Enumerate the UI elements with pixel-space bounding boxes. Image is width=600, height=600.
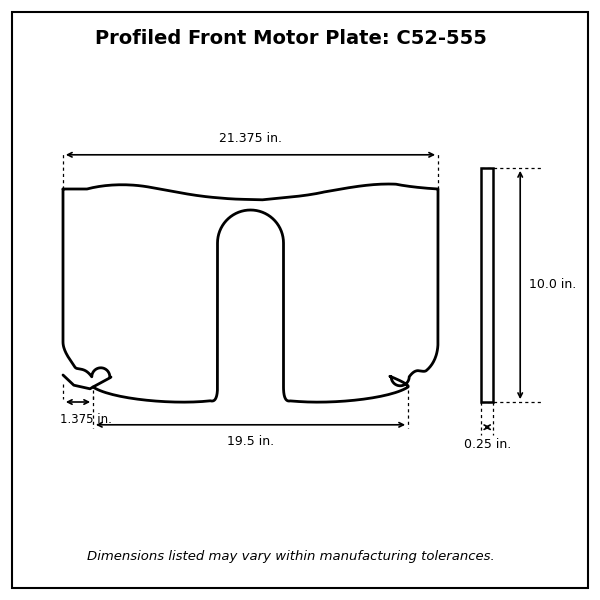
Text: Profiled Front Motor Plate: C52-555: Profiled Front Motor Plate: C52-555 [95, 29, 487, 49]
Text: 19.5 in.: 19.5 in. [227, 435, 274, 448]
Text: 1.375 in.: 1.375 in. [60, 413, 112, 426]
Text: 0.25 in.: 0.25 in. [464, 438, 511, 451]
Text: 21.375 in.: 21.375 in. [219, 131, 282, 145]
Text: 10.0 in.: 10.0 in. [529, 278, 577, 292]
Text: Dimensions listed may vary within manufacturing tolerances.: Dimensions listed may vary within manufa… [87, 550, 495, 563]
Bar [481, 168, 493, 402]
